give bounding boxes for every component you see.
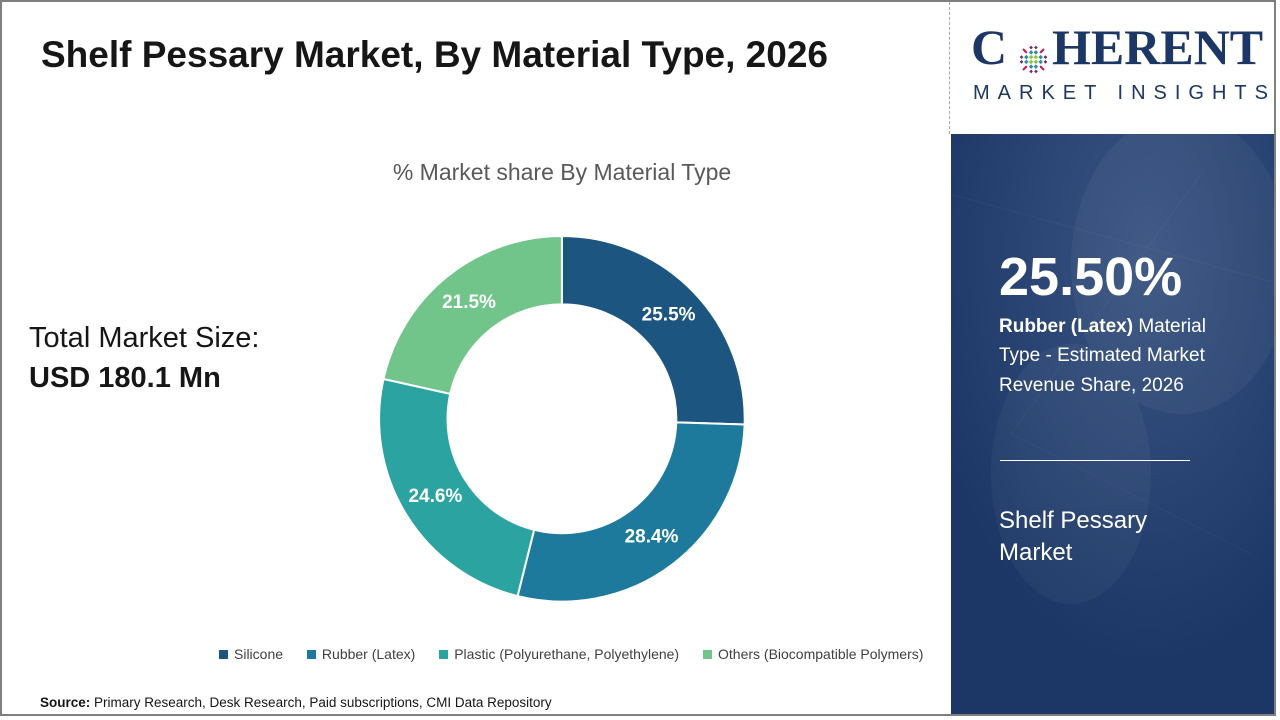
- svg-text:21.5%: 21.5%: [442, 292, 496, 313]
- svg-text:24.6%: 24.6%: [408, 486, 462, 507]
- svg-text:25.5%: 25.5%: [642, 304, 696, 325]
- svg-text:28.4%: 28.4%: [625, 526, 679, 547]
